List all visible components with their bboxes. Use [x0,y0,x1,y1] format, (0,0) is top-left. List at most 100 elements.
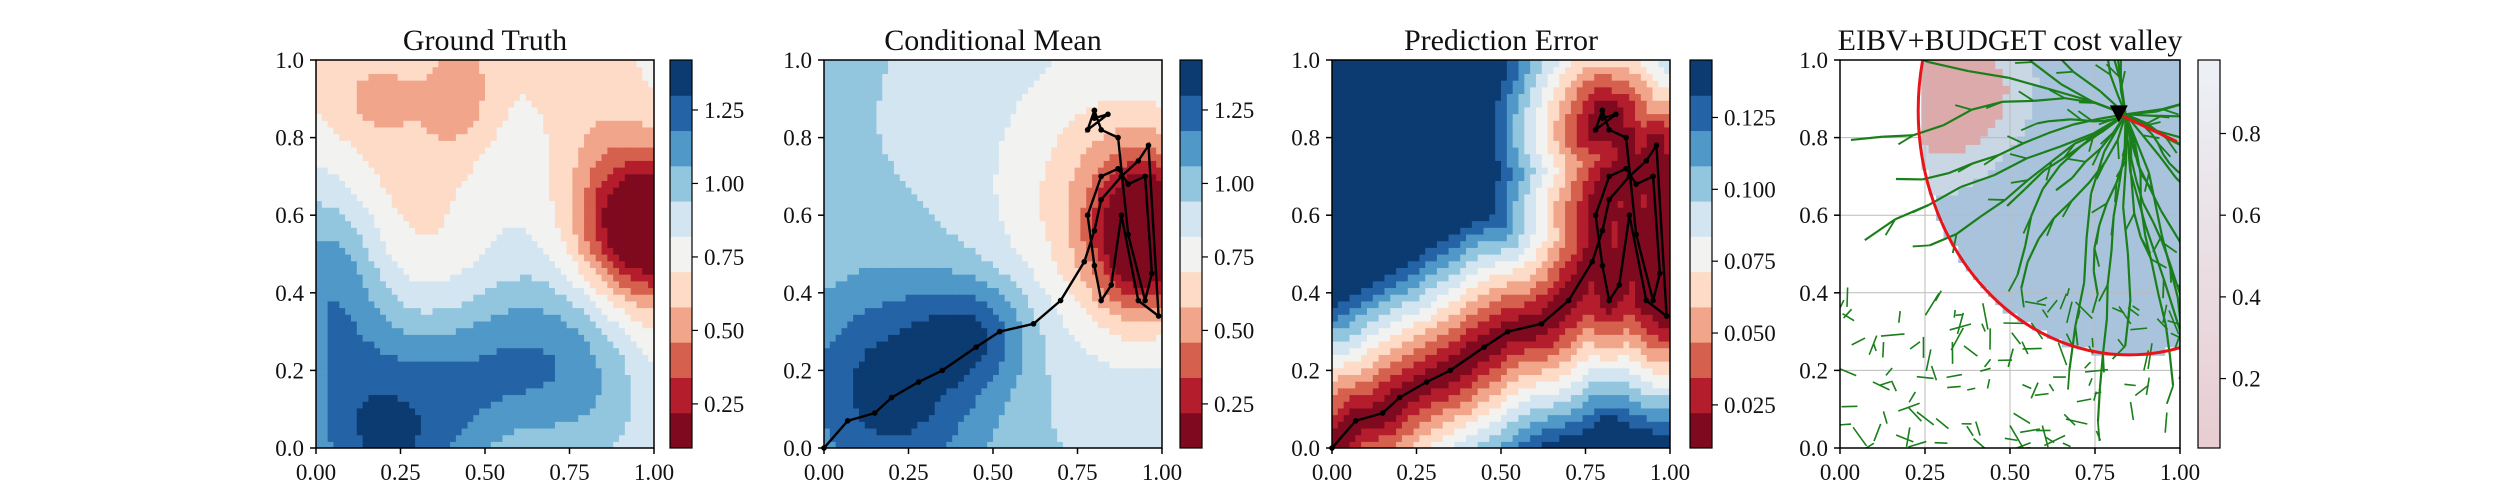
heatmap-cell [619,260,626,268]
heatmap-cell [829,173,837,182]
heatmap-cell [835,233,843,242]
heatmap-cell [619,200,626,208]
heatmap-cell [624,120,632,128]
heatmap-cell [479,367,486,376]
heatmap-cell [537,153,544,161]
heatmap-cell [928,207,936,215]
heatmap-cell [415,300,422,309]
heatmap-cell [525,86,533,95]
heatmap-cell [525,367,533,376]
heatmap-cell [432,347,439,355]
heatmap-cell [853,314,860,322]
heatmap-cell [438,374,445,382]
heatmap-cell [496,220,504,228]
heatmap-cell [864,414,872,422]
heatmap-cell [911,133,918,141]
heatmap-cell [946,387,953,396]
heatmap-cell [444,240,451,248]
heatmap-cell [537,66,544,74]
heatmap-cell [893,126,901,135]
heatmap-cell [824,120,831,128]
heatmap-cell [893,173,901,182]
heatmap-cell [963,80,971,88]
heatmap-cell [835,367,843,376]
heatmap-cell [420,220,428,228]
heatmap-cell [946,354,953,362]
heatmap-cell [508,287,515,295]
heatmap-cell [350,200,358,208]
heatmap-cell [975,80,982,88]
heatmap-cell [572,427,579,436]
heatmap-cell [426,287,434,295]
heatmap-cell [975,106,982,115]
heatmap-cell [321,86,329,95]
heatmap-cell [870,180,878,188]
heatmap-cell [853,267,860,275]
heatmap-cell [549,193,556,202]
heatmap-cell [473,387,480,396]
heatmap-cell [397,387,405,396]
heatmap-cell [893,347,901,355]
heatmap-cell [636,294,643,302]
heatmap-cell [339,300,346,309]
heatmap-cell [485,106,492,115]
heatmap-cell [316,227,323,235]
heatmap-cell [473,73,480,81]
heatmap-cell [350,327,358,335]
heatmap-cell [438,120,445,128]
heatmap-cell [467,93,474,101]
heatmap-cell [485,254,492,262]
heatmap-cell [905,381,913,389]
heatmap-cell [940,60,947,68]
heatmap-cell [905,153,913,161]
heatmap-cell [380,340,387,349]
heatmap-cell [554,414,562,422]
heatmap-cell [963,60,971,68]
heatmap-cell [374,66,381,74]
heatmap-cell [525,274,533,282]
heatmap-cell [829,294,837,302]
heatmap-cell [882,113,889,121]
heatmap-cell [479,140,486,148]
heatmap-cell [333,140,340,148]
heatmap-cell [607,260,614,268]
heatmap-cell [316,146,323,155]
heatmap-cell [450,427,457,436]
heatmap-cell [853,180,860,188]
heatmap-cell [578,93,585,101]
heatmap-cell [601,207,608,215]
heatmap-cell [934,187,942,195]
heatmap-cell [426,153,434,161]
heatmap-cell [345,314,352,322]
heatmap-cell [450,347,457,355]
colorbar-segment [670,95,692,132]
heatmap-cell [824,66,831,74]
heatmap-cell [613,167,620,175]
heatmap-cell [882,347,889,355]
heatmap-cell [543,414,550,422]
heatmap-cell [380,381,387,389]
heatmap-cell [630,434,638,442]
heatmap-cell [584,207,591,215]
heatmap-cell [876,294,883,302]
heatmap-cell [952,407,959,416]
heatmap-cell [824,86,831,95]
heatmap-cell [537,394,544,402]
heatmap-cell [525,146,533,155]
heatmap-cell [502,200,509,208]
heatmap-cell [415,86,422,95]
heatmap-cell [882,73,889,81]
heatmap-cell [923,106,930,115]
heatmap-cell [543,233,550,242]
heatmap-cell [905,180,913,188]
heatmap-cell [543,401,550,409]
heatmap-cell [624,213,632,222]
heatmap-cell [893,146,901,155]
heatmap-cell [380,354,387,362]
heatmap-cell [467,260,474,268]
heatmap-cell [589,374,597,382]
heatmap-cell [420,267,428,275]
heatmap-cell [870,347,878,355]
heatmap-cell [554,86,562,95]
heatmap-cell [345,167,352,175]
